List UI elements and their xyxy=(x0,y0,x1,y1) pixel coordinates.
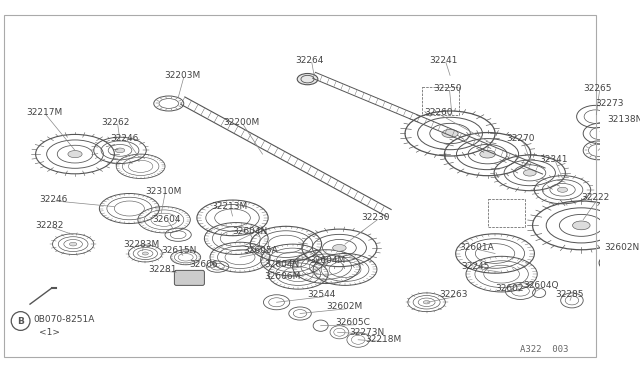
Ellipse shape xyxy=(115,148,125,153)
Text: 32273: 32273 xyxy=(595,99,624,108)
Text: 32605A: 32605A xyxy=(244,246,278,255)
Ellipse shape xyxy=(68,151,82,158)
Text: B: B xyxy=(17,317,24,326)
Text: 32218M: 32218M xyxy=(365,335,402,344)
Text: 32273N: 32273N xyxy=(349,328,384,337)
Text: 32263: 32263 xyxy=(439,290,467,299)
Ellipse shape xyxy=(333,244,346,251)
Text: 32606M: 32606M xyxy=(264,272,301,280)
Text: 32222: 32222 xyxy=(581,193,609,202)
Ellipse shape xyxy=(69,242,77,246)
Text: 0B070-8251A: 0B070-8251A xyxy=(34,315,95,324)
Ellipse shape xyxy=(480,150,495,158)
Text: 32602: 32602 xyxy=(495,284,524,293)
Text: A322  003: A322 003 xyxy=(520,344,569,354)
Text: 32282: 32282 xyxy=(36,221,64,230)
Text: 32260: 32260 xyxy=(424,108,452,118)
Text: 32604N: 32604N xyxy=(232,227,268,237)
Text: 32310M: 32310M xyxy=(145,187,182,196)
Text: 32281: 32281 xyxy=(148,265,177,274)
Text: 32341: 32341 xyxy=(539,155,568,164)
Text: 32544: 32544 xyxy=(308,290,336,299)
Text: 32615N: 32615N xyxy=(161,246,196,255)
Text: 32246: 32246 xyxy=(111,134,139,143)
Text: <1>: <1> xyxy=(40,328,60,337)
Text: 32265: 32265 xyxy=(583,84,612,93)
Text: 32241: 32241 xyxy=(429,56,458,65)
Text: 32604: 32604 xyxy=(152,215,180,224)
Ellipse shape xyxy=(142,252,148,255)
Text: 32217M: 32217M xyxy=(26,108,63,118)
Text: 32270: 32270 xyxy=(506,134,535,143)
Text: 32250: 32250 xyxy=(433,84,461,93)
Text: 32604M: 32604M xyxy=(309,256,346,264)
Ellipse shape xyxy=(573,221,590,230)
Text: 32601A: 32601A xyxy=(460,243,494,252)
Text: 32138N: 32138N xyxy=(607,115,640,124)
Text: 32246: 32246 xyxy=(40,195,68,203)
Text: 32203M: 32203M xyxy=(164,71,200,80)
Text: 32604N: 32604N xyxy=(264,260,300,269)
Text: 32604Q: 32604Q xyxy=(523,281,559,290)
FancyBboxPatch shape xyxy=(174,270,204,285)
Text: 32262: 32262 xyxy=(101,118,130,127)
Text: 32602N: 32602N xyxy=(605,243,640,252)
Text: 32285: 32285 xyxy=(555,290,584,299)
Ellipse shape xyxy=(524,170,536,176)
Text: 32200M: 32200M xyxy=(223,118,259,127)
Text: 32602M: 32602M xyxy=(326,302,362,311)
Text: 32245: 32245 xyxy=(461,262,490,271)
Text: 32606: 32606 xyxy=(189,260,218,269)
Ellipse shape xyxy=(442,129,458,138)
Text: 32213M: 32213M xyxy=(211,202,247,211)
Text: 32264: 32264 xyxy=(295,56,324,65)
Text: 32283M: 32283M xyxy=(124,240,160,248)
Ellipse shape xyxy=(423,301,430,304)
Text: 32605C: 32605C xyxy=(335,318,371,327)
Ellipse shape xyxy=(297,74,318,85)
Ellipse shape xyxy=(557,187,568,192)
Text: 32230: 32230 xyxy=(361,214,390,222)
